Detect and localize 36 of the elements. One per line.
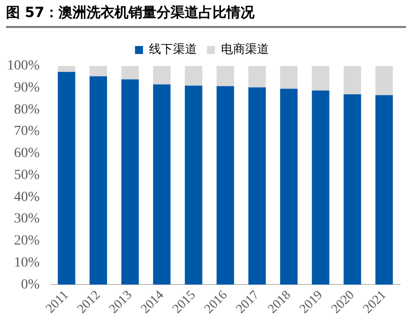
bar — [90, 76, 108, 285]
bar — [375, 66, 393, 96]
bar — [153, 84, 171, 285]
bar — [153, 66, 171, 84]
y-tick-label: 10% — [14, 255, 40, 270]
legend-label: 线下渠道 — [149, 42, 197, 56]
bar — [121, 79, 139, 285]
bar — [344, 94, 362, 285]
y-tick-label: 20% — [14, 234, 40, 249]
bar — [280, 88, 298, 285]
y-tick-label: 0% — [20, 277, 40, 292]
bar — [280, 66, 298, 89]
bar — [184, 66, 202, 86]
chart-title: 图 57：澳洲洗衣机销量分渠道占比情况 — [6, 4, 406, 28]
bar — [184, 86, 202, 285]
y-tick-label: 90% — [14, 80, 40, 96]
y-tick-label: 50% — [14, 168, 40, 183]
legend-label: 电商渠道 — [221, 42, 269, 56]
y-tick-label: 30% — [14, 212, 40, 227]
y-tick-label: 100% — [6, 58, 40, 74]
y-tick-label: 40% — [14, 190, 40, 205]
bar — [312, 66, 330, 90]
y-tick-label: 70% — [14, 124, 40, 140]
bar — [58, 66, 76, 72]
bar — [58, 72, 76, 285]
bar — [344, 66, 362, 94]
bar — [121, 66, 139, 80]
y-tick-label: 80% — [14, 102, 40, 118]
bar — [216, 66, 234, 86]
y-tick-label: 60% — [14, 146, 40, 162]
bar — [375, 95, 393, 285]
bar — [216, 86, 234, 285]
bar — [312, 90, 330, 285]
bar — [248, 87, 266, 285]
bar — [90, 66, 108, 76]
bar — [248, 66, 266, 88]
